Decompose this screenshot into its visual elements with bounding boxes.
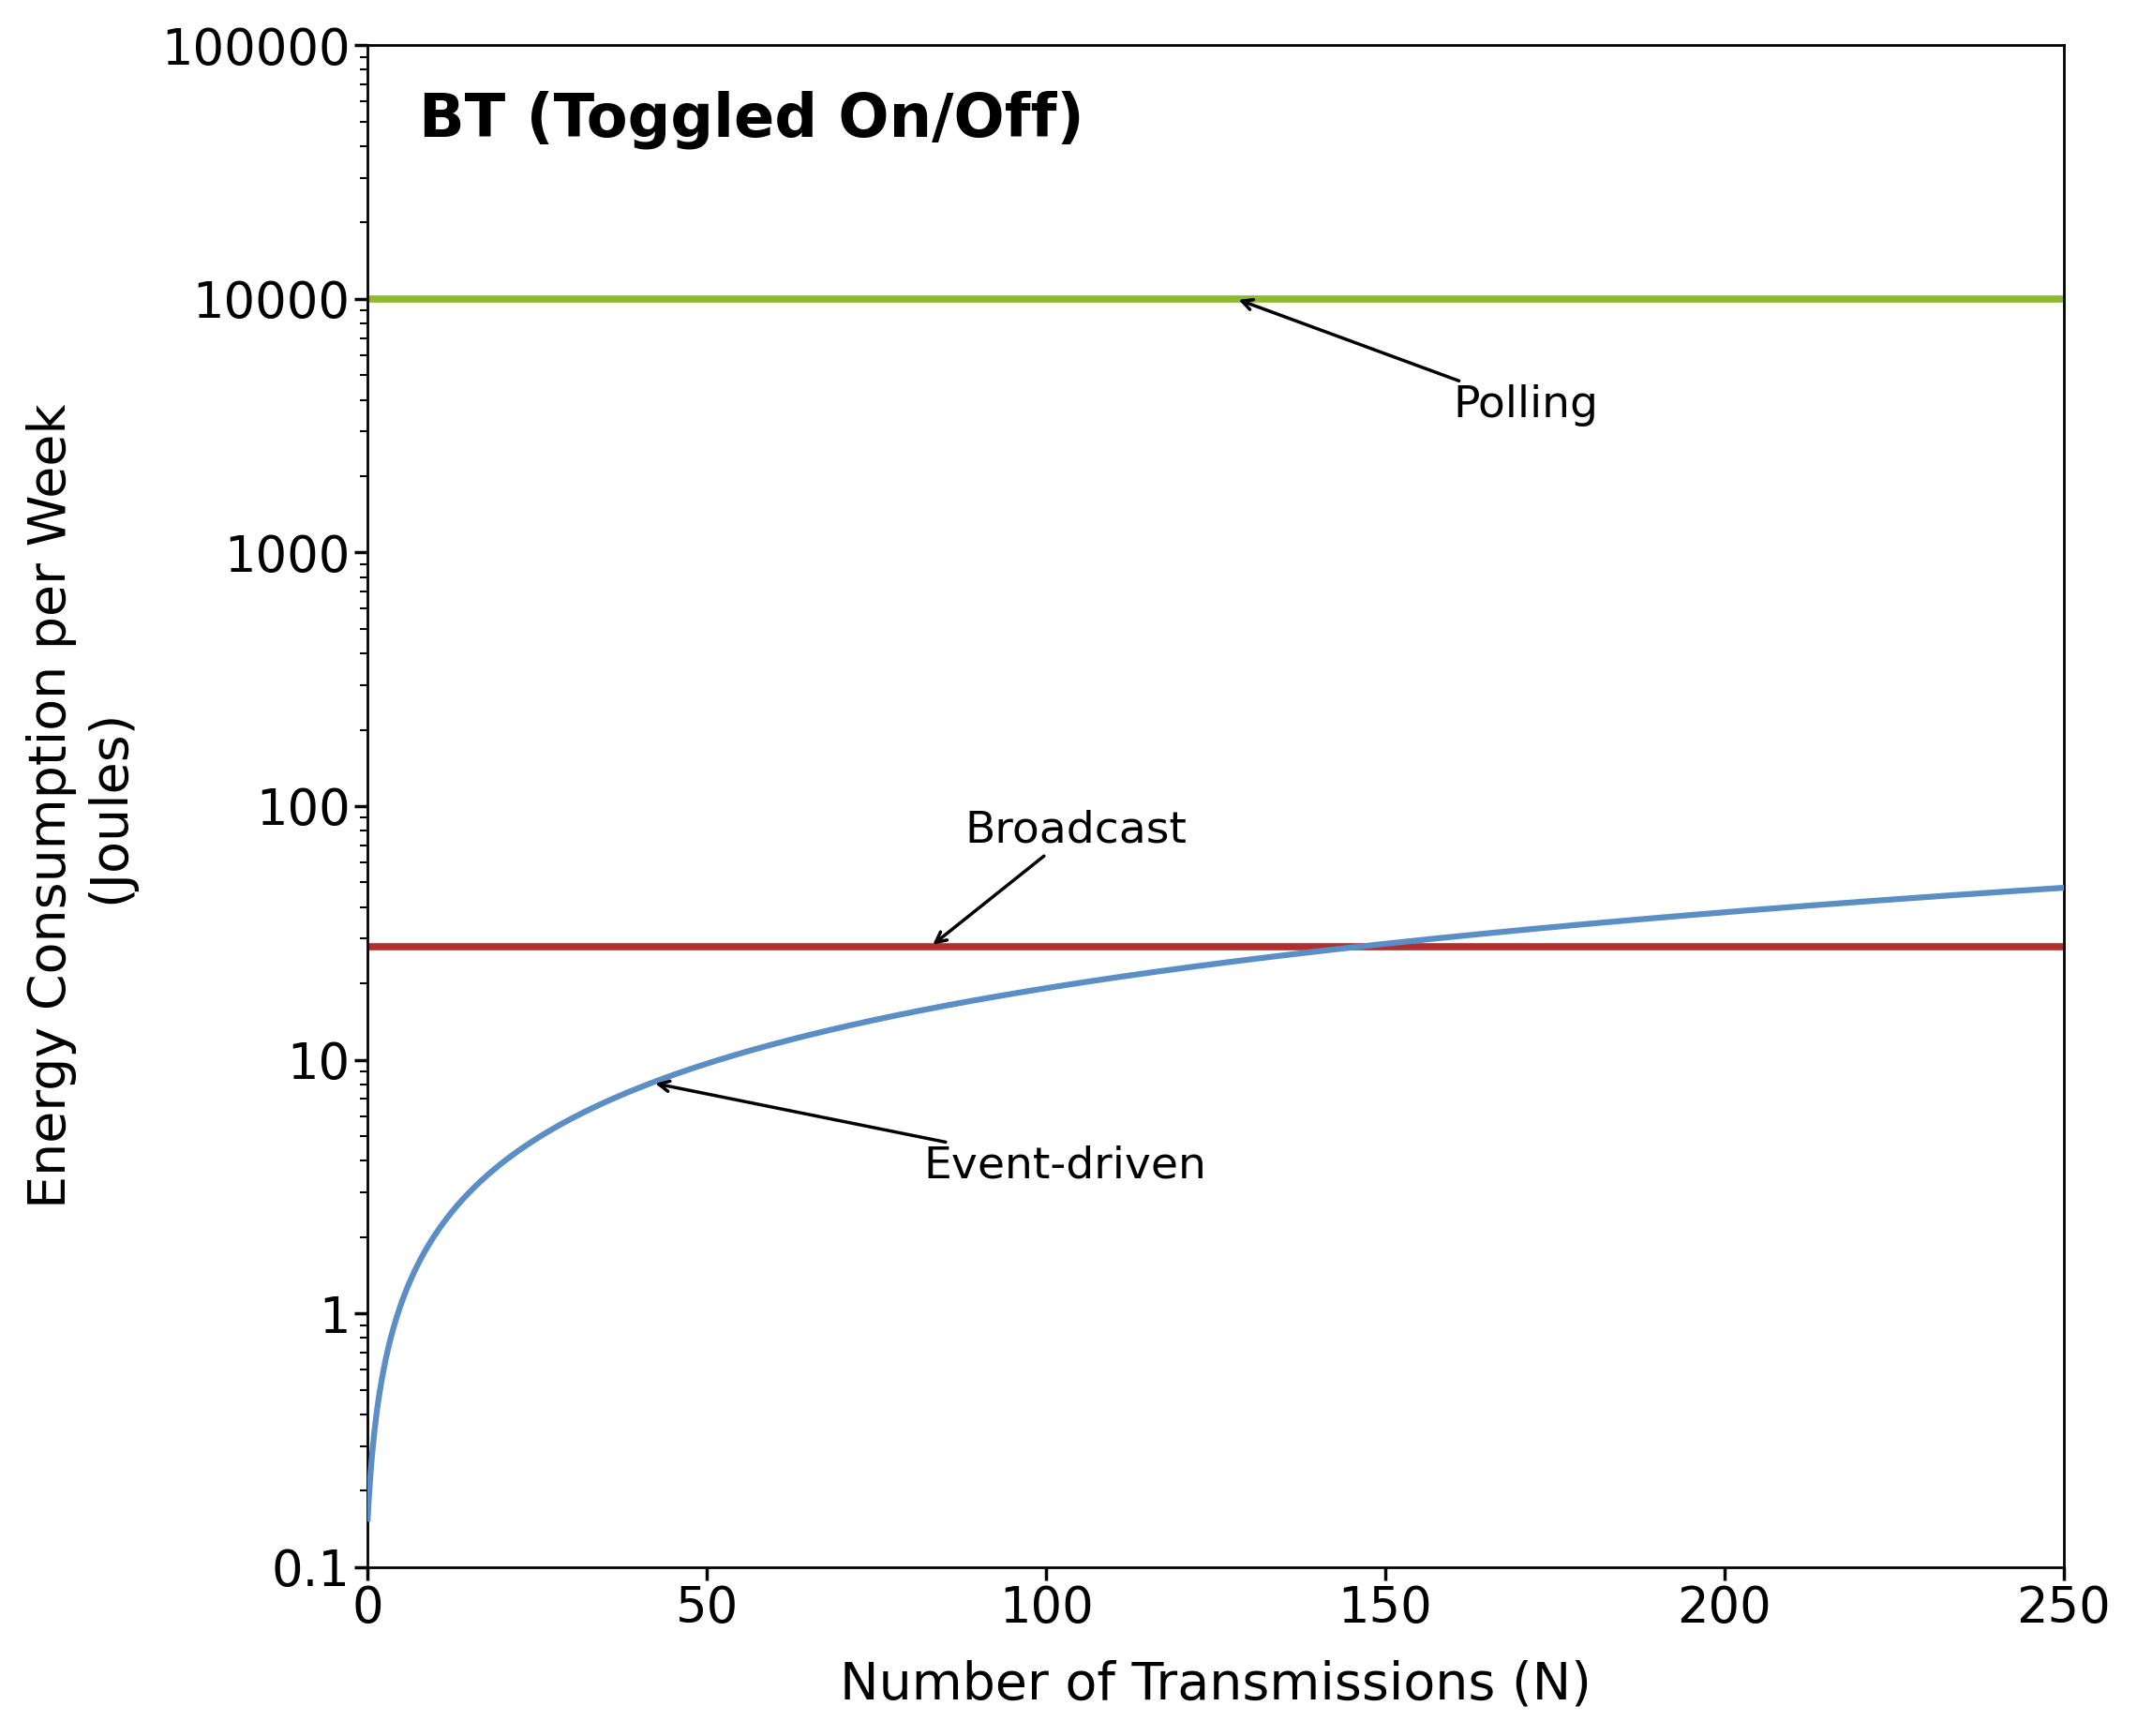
X-axis label: Number of Transmissions (N): Number of Transmissions (N)	[840, 1660, 1592, 1710]
Y-axis label: Energy Consumption per Week
(Joules): Energy Consumption per Week (Joules)	[26, 404, 135, 1208]
Text: BT (Toggled On/Off): BT (Toggled On/Off)	[419, 90, 1083, 149]
Text: Broadcast: Broadcast	[936, 809, 1186, 943]
Text: Polling: Polling	[1242, 300, 1598, 427]
Text: Event-driven: Event-driven	[658, 1082, 1207, 1187]
